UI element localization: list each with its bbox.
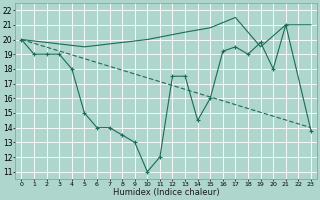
X-axis label: Humidex (Indice chaleur): Humidex (Indice chaleur) (113, 188, 220, 197)
